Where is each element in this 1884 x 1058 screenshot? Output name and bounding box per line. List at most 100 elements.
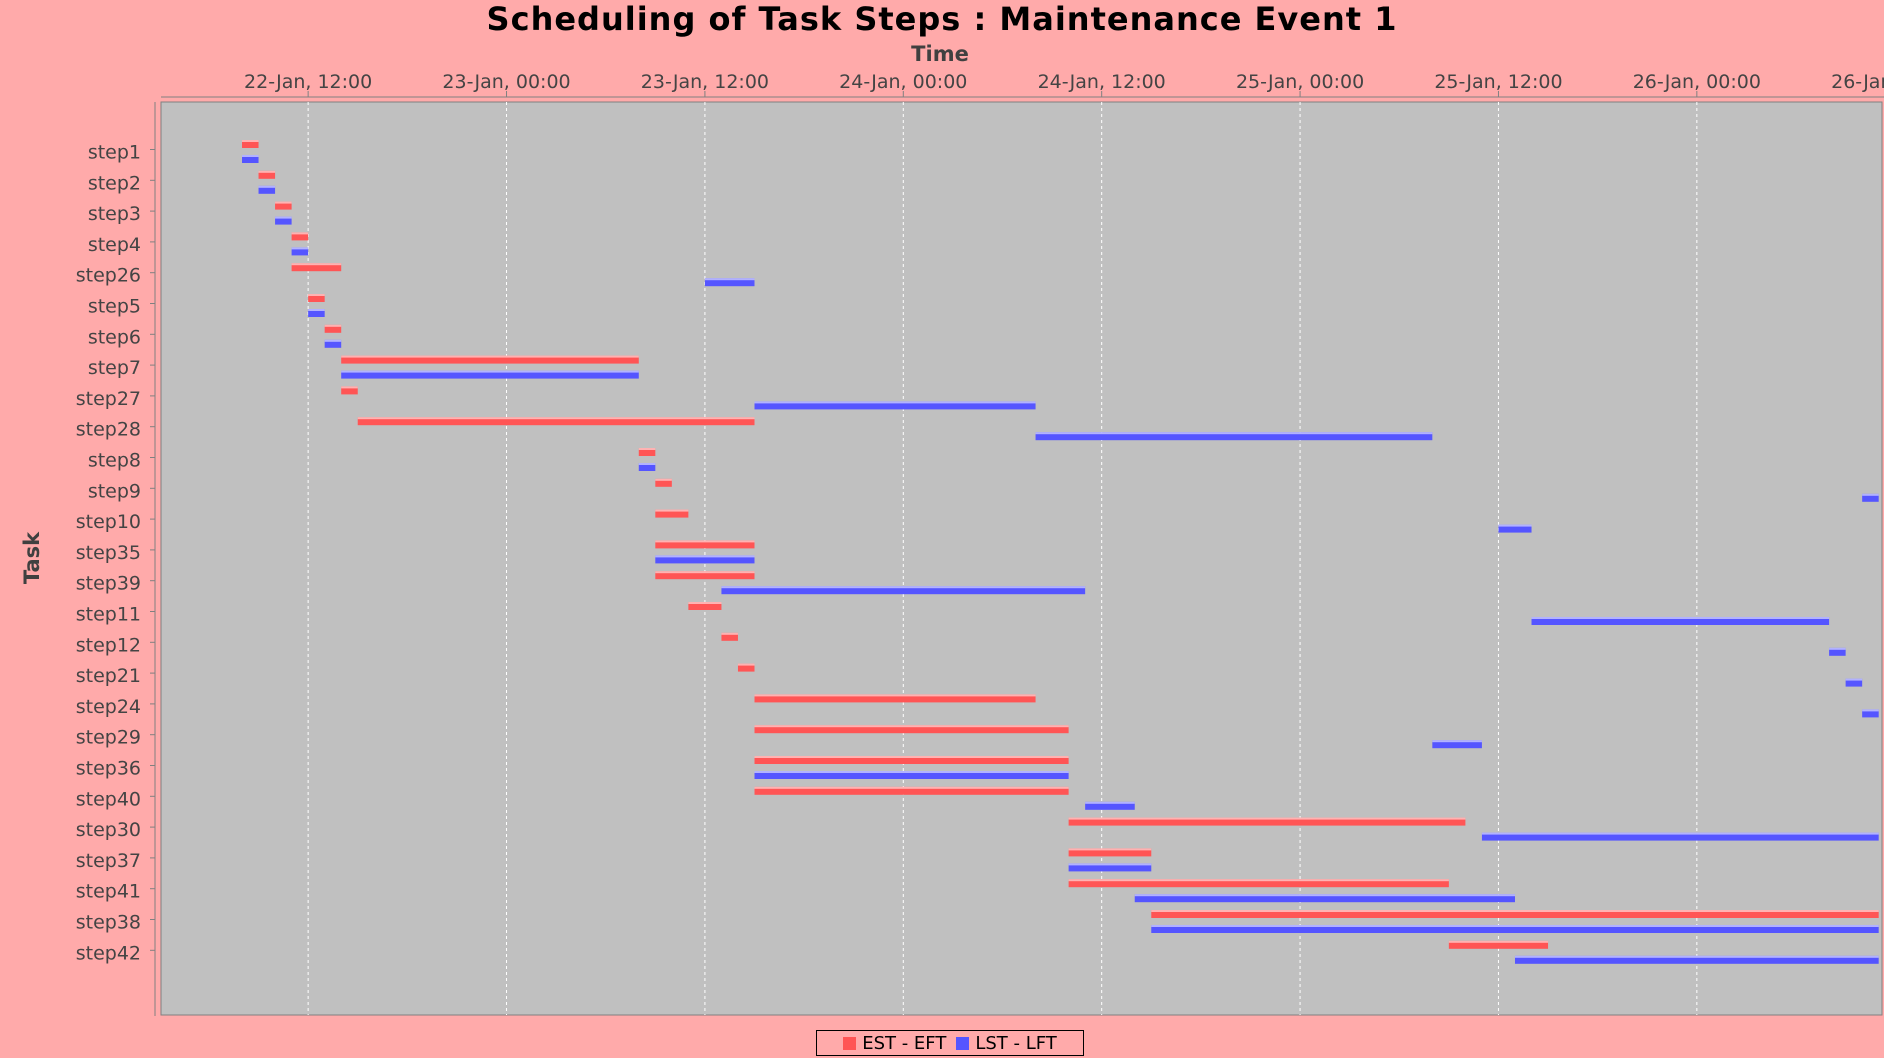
bar-est-eft bbox=[721, 632, 738, 641]
bar-est-eft-highlight bbox=[308, 294, 325, 296]
bar-lst-lft-highlight bbox=[704, 278, 755, 281]
bar-lst-lft bbox=[1862, 493, 1879, 502]
x-tick-label: 24-Jan, 00:00 bbox=[839, 71, 967, 93]
bar-est-eft-highlight bbox=[754, 694, 1036, 697]
bar-lst-lft bbox=[324, 339, 342, 348]
legend-label-est: EST - EFT bbox=[862, 1032, 947, 1054]
y-tick-label: step30 bbox=[76, 819, 141, 841]
x-tick-label: 25-Jan, 00:00 bbox=[1236, 71, 1364, 93]
bar-lst-lft bbox=[1085, 801, 1135, 810]
bar-lst-lft bbox=[275, 216, 292, 225]
y-tick-label: step12 bbox=[76, 634, 141, 656]
legend-label-lst: LST - LFT bbox=[975, 1032, 1057, 1054]
bar-est-eft-highlight bbox=[242, 140, 259, 142]
bar-lst-lft bbox=[341, 370, 639, 379]
bar-est-eft-highlight bbox=[655, 540, 755, 543]
y-tick-label: step4 bbox=[88, 234, 141, 256]
bar-lst-lft-highlight bbox=[1862, 709, 1879, 712]
y-tick-label: step6 bbox=[88, 326, 141, 348]
bar-est-eft-highlight bbox=[1448, 940, 1549, 943]
bar-lst-lft bbox=[655, 555, 755, 564]
bar-lst-lft-highlight bbox=[1085, 801, 1135, 804]
bar-est-eft-highlight bbox=[291, 263, 342, 266]
bar-lst-lft bbox=[1829, 647, 1846, 656]
bar-est-eft bbox=[1448, 940, 1549, 949]
y-tick-label: step38 bbox=[76, 912, 141, 934]
bar-est-eft-highlight bbox=[688, 602, 722, 604]
bar-lst-lft-highlight bbox=[1134, 894, 1515, 897]
bar-est-eft bbox=[275, 201, 292, 210]
legend-swatch-est bbox=[843, 1036, 857, 1050]
bar-est-eft-highlight bbox=[1068, 848, 1152, 851]
bar-est-eft bbox=[754, 756, 1069, 764]
bar-lst-lft bbox=[754, 401, 1036, 410]
y-tick-label: step42 bbox=[76, 942, 141, 964]
x-tick-label: 23-Jan, 12:00 bbox=[641, 71, 769, 93]
bar-lst-lft-highlight bbox=[1498, 524, 1532, 527]
chart-title: Scheduling of Task Steps : Maintenance E… bbox=[486, 0, 1398, 38]
bar-est-eft-highlight bbox=[1068, 817, 1466, 820]
bar-lst-lft-highlight bbox=[1481, 832, 1879, 835]
legend: EST - EFT LST - LFT bbox=[816, 1030, 1084, 1056]
bar-est-eft bbox=[324, 324, 342, 333]
bar-lst-lft bbox=[1035, 432, 1433, 441]
y-tick-label: step40 bbox=[76, 788, 141, 810]
bar-lst-lft-highlight bbox=[1531, 617, 1830, 619]
bar-est-eft-highlight bbox=[258, 170, 276, 173]
bar-lst-lft-highlight bbox=[638, 463, 656, 465]
bar-est-eft bbox=[638, 448, 656, 456]
x-tick-label: 25-Jan, 12:00 bbox=[1434, 71, 1562, 93]
bar-est-eft bbox=[754, 694, 1036, 703]
bar-lst-lft-highlight bbox=[1829, 647, 1846, 650]
bar-est-eft bbox=[1068, 817, 1466, 826]
bar-lst-lft bbox=[1531, 617, 1830, 625]
bar-est-eft bbox=[754, 725, 1069, 734]
bar-lst-lft bbox=[1134, 894, 1515, 903]
y-tick-label: step29 bbox=[76, 727, 141, 749]
bar-est-eft-highlight bbox=[655, 509, 689, 512]
bar-lst-lft-highlight bbox=[1068, 863, 1152, 866]
y-tick-label: step10 bbox=[76, 511, 141, 533]
bar-lst-lft-highlight bbox=[258, 185, 276, 188]
bar-est-eft-highlight bbox=[275, 201, 292, 204]
y-tick-label: step8 bbox=[88, 450, 141, 472]
x-tick-label: 26-Jan, 00:00 bbox=[1633, 71, 1761, 93]
bar-est-eft bbox=[688, 602, 722, 610]
bar-lst-lft bbox=[258, 185, 276, 194]
bar-est-eft bbox=[258, 170, 276, 179]
bar-est-eft bbox=[655, 540, 755, 549]
y-tick-label: step2 bbox=[88, 172, 141, 194]
bar-est-eft bbox=[1068, 879, 1449, 888]
y-tick-label: step21 bbox=[76, 665, 141, 687]
bar-est-eft bbox=[1151, 910, 1879, 918]
bar-lst-lft-highlight bbox=[1035, 432, 1433, 435]
y-tick-label: step36 bbox=[76, 758, 141, 780]
y-tick-label: step41 bbox=[76, 881, 141, 903]
bar-lst-lft-highlight bbox=[754, 401, 1036, 404]
x-tick-label: 23-Jan, 00:00 bbox=[442, 71, 570, 93]
y-tick-label: step39 bbox=[76, 573, 141, 595]
bar-est-eft bbox=[291, 232, 309, 241]
bar-lst-lft bbox=[1151, 925, 1879, 933]
bar-est-eft bbox=[655, 478, 672, 487]
legend-item-est: EST - EFT bbox=[843, 1033, 946, 1054]
x-tick-label: 26-Jan, 12:00 bbox=[1831, 71, 1884, 93]
bar-est-eft bbox=[357, 417, 755, 426]
bar-est-eft-highlight bbox=[754, 786, 1069, 789]
bar-est-eft-highlight bbox=[754, 725, 1069, 728]
bar-est-eft bbox=[242, 140, 259, 148]
bar-lst-lft bbox=[308, 309, 325, 317]
y-tick-label: step9 bbox=[88, 480, 141, 502]
bar-lst-lft bbox=[1514, 955, 1879, 964]
bar-lst-lft-highlight bbox=[721, 586, 1086, 589]
bar-est-eft-highlight bbox=[324, 324, 342, 327]
y-tick-label: step5 bbox=[88, 296, 141, 318]
bar-est-eft-highlight bbox=[655, 571, 755, 574]
y-tick-label: step1 bbox=[88, 142, 141, 164]
bar-lst-lft-highlight bbox=[1514, 955, 1879, 958]
bar-est-eft bbox=[308, 294, 325, 302]
bar-lst-lft-highlight bbox=[242, 155, 259, 157]
bar-lst-lft bbox=[1498, 524, 1532, 533]
bar-est-eft-highlight bbox=[721, 632, 738, 635]
